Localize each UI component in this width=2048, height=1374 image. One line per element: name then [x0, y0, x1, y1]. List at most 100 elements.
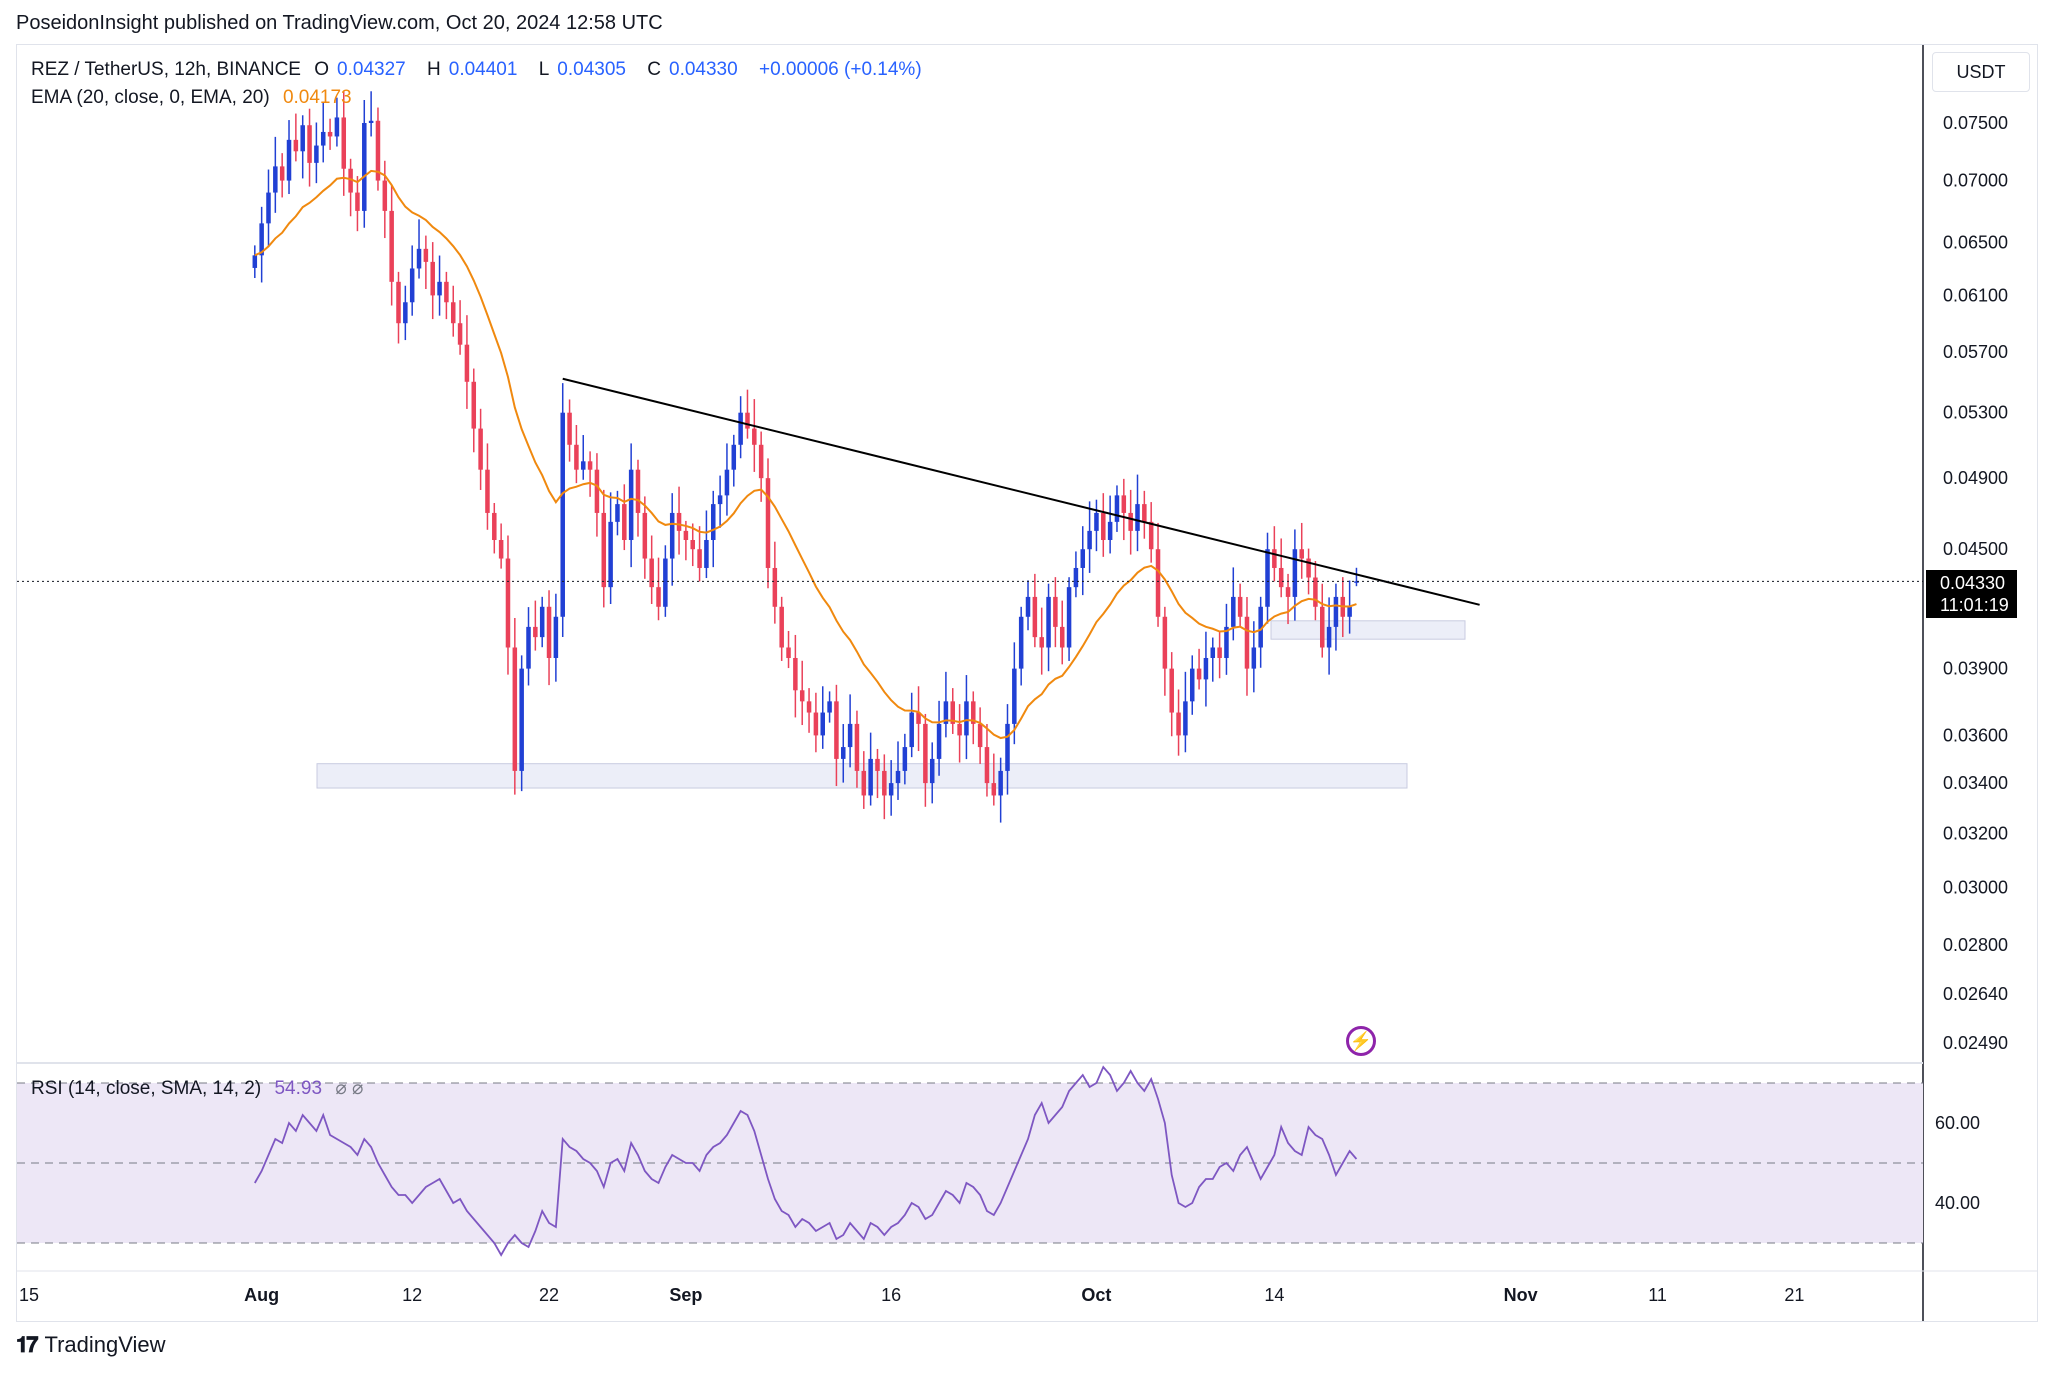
candle[interactable]: [690, 523, 695, 567]
candle[interactable]: [601, 489, 607, 608]
candle[interactable]: [628, 443, 634, 568]
candle[interactable]: [984, 724, 990, 797]
rsi-line[interactable]: [254, 1065, 1358, 1257]
candle[interactable]: [793, 634, 798, 718]
candle[interactable]: [882, 754, 887, 820]
candle[interactable]: [430, 242, 435, 320]
candle[interactable]: [738, 396, 743, 459]
candle[interactable]: [649, 535, 654, 605]
currency-button[interactable]: USDT: [1932, 52, 2030, 92]
candle[interactable]: [1107, 495, 1113, 554]
candle[interactable]: [259, 206, 264, 283]
candle[interactable]: [1046, 583, 1051, 672]
support-zone-upper[interactable]: [1270, 620, 1466, 640]
candle[interactable]: [635, 459, 641, 537]
candle[interactable]: [861, 751, 867, 809]
candle[interactable]: [314, 122, 319, 184]
trendline[interactable]: [562, 377, 1480, 606]
candle[interactable]: [875, 748, 880, 799]
candle[interactable]: [1189, 655, 1195, 715]
candle[interactable]: [820, 686, 825, 749]
candle[interactable]: [1258, 596, 1263, 668]
candle[interactable]: [587, 451, 593, 497]
candle[interactable]: [327, 118, 333, 150]
candle[interactable]: [409, 245, 415, 316]
candle[interactable]: [1032, 573, 1038, 648]
candle[interactable]: [368, 91, 374, 137]
candle[interactable]: [437, 255, 442, 316]
candle[interactable]: [252, 245, 258, 279]
price-chart-svg[interactable]: 60.00 40.00 0.07500 0.07000 0.06500 0.06100 0.…: [17, 45, 2037, 1321]
candle[interactable]: [950, 688, 956, 734]
candle[interactable]: [355, 176, 360, 232]
candle[interactable]: [505, 535, 511, 675]
rsi-legend[interactable]: RSI (14, close, SMA, 14, 2) 54.93 ⌀ ⌀: [31, 1077, 371, 1100]
ema-line[interactable]: [254, 169, 1357, 740]
candle[interactable]: [362, 99, 367, 228]
candle[interactable]: [1326, 597, 1332, 675]
candle[interactable]: [868, 732, 873, 806]
candle[interactable]: [580, 435, 586, 480]
candle[interactable]: [902, 733, 908, 785]
candle[interactable]: [478, 408, 483, 490]
candle[interactable]: [813, 692, 819, 753]
candle[interactable]: [1278, 538, 1284, 598]
candle[interactable]: [1039, 607, 1044, 675]
candle[interactable]: [423, 235, 429, 290]
candle[interactable]: [1313, 560, 1318, 621]
candle[interactable]: [1114, 485, 1120, 532]
candle[interactable]: [745, 389, 750, 439]
candle[interactable]: [731, 434, 737, 487]
candle[interactable]: [827, 691, 832, 723]
candle[interactable]: [998, 757, 1003, 823]
candle[interactable]: [560, 383, 565, 638]
candle[interactable]: [485, 443, 490, 530]
candle[interactable]: [964, 675, 969, 760]
candle[interactable]: [847, 694, 853, 768]
candle[interactable]: [307, 108, 312, 187]
candle[interactable]: [1299, 522, 1304, 579]
candle[interactable]: [1087, 501, 1092, 573]
candle[interactable]: [752, 399, 757, 472]
candle[interactable]: [1025, 580, 1031, 631]
candle[interactable]: [334, 97, 340, 147]
candle[interactable]: [799, 660, 805, 726]
candle[interactable]: [273, 136, 278, 213]
candle[interactable]: [929, 742, 935, 804]
ema-legend[interactable]: EMA (20, close, 0, EMA, 20) 0.04173: [31, 87, 360, 109]
candle[interactable]: [786, 630, 791, 669]
candle[interactable]: [396, 271, 401, 344]
candle[interactable]: [916, 686, 921, 752]
candle[interactable]: [1005, 704, 1010, 795]
candle[interactable]: [1073, 551, 1079, 598]
candle[interactable]: [1018, 606, 1024, 686]
candle[interactable]: [1285, 573, 1291, 625]
candle[interactable]: [574, 424, 579, 484]
rsi-visibility-icons[interactable]: ⌀ ⌀: [335, 1078, 364, 1099]
candle[interactable]: [567, 399, 572, 462]
candle[interactable]: [1162, 606, 1168, 696]
candle[interactable]: [320, 102, 326, 163]
candle[interactable]: [717, 475, 723, 528]
candle[interactable]: [854, 710, 860, 788]
candle[interactable]: [1217, 630, 1222, 679]
candle[interactable]: [841, 724, 846, 783]
candle[interactable]: [546, 590, 552, 686]
candle[interactable]: [1142, 490, 1147, 539]
candle[interactable]: [622, 484, 627, 551]
candle[interactable]: [300, 115, 305, 179]
candle[interactable]: [1080, 526, 1086, 596]
candle[interactable]: [1244, 596, 1250, 696]
candle[interactable]: [1210, 637, 1216, 682]
candle[interactable]: [1319, 583, 1325, 658]
candle[interactable]: [683, 520, 689, 561]
candle[interactable]: [724, 443, 730, 516]
candle[interactable]: [704, 510, 709, 579]
candle[interactable]: [279, 153, 285, 198]
candle[interactable]: [553, 593, 559, 682]
candle[interactable]: [1148, 502, 1154, 563]
candle[interactable]: [1224, 603, 1229, 675]
candle[interactable]: [806, 688, 812, 733]
candle[interactable]: [991, 753, 997, 806]
candle[interactable]: [977, 707, 983, 764]
